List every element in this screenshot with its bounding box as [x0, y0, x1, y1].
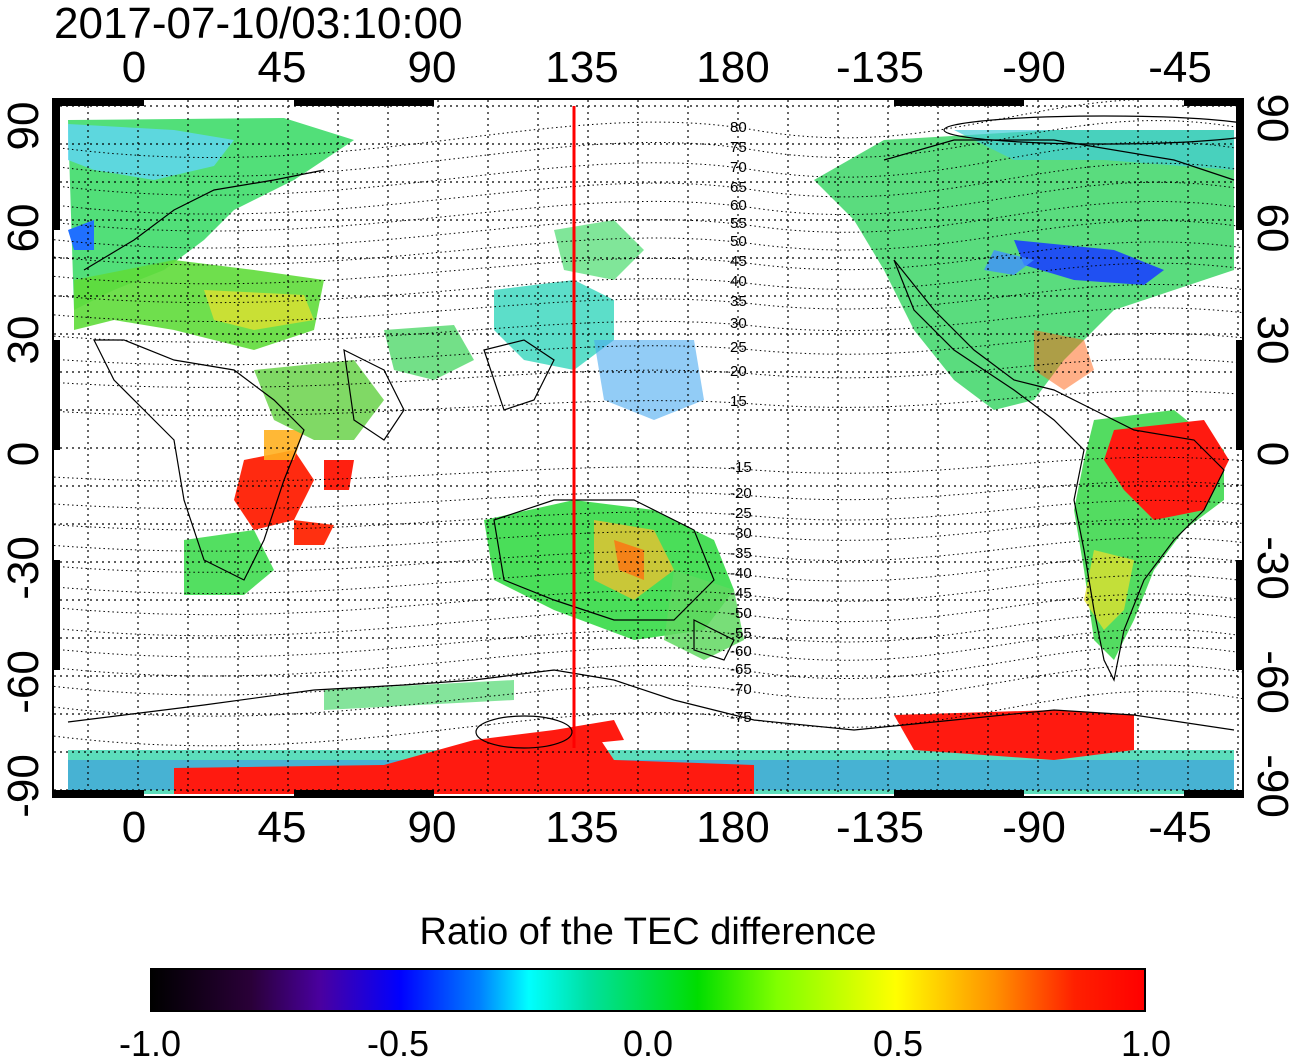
- left-lat-label: 30: [0, 315, 48, 365]
- colorbar-tick-label: 0.5: [872, 1023, 924, 1064]
- tec-map-canvas: 80 75 70 65 60 55 50 45 40 35 30 25 20 1…: [53, 98, 1265, 796]
- right-lat-label: 90: [1248, 93, 1296, 143]
- maglat-label: 20: [730, 363, 747, 380]
- right-lat-label: -90: [1248, 754, 1296, 818]
- maglat-label: 25: [730, 339, 747, 356]
- maglat-label: -70: [730, 681, 752, 698]
- bottom-lon-label: -135: [835, 803, 925, 852]
- right-lat-label: 30: [1248, 315, 1296, 365]
- maglat-label: -15: [730, 459, 752, 476]
- bottom-lon-label: 45: [257, 803, 307, 852]
- colorbar-tick-label: 0.0: [622, 1023, 674, 1064]
- bottom-lon-label: -90: [1002, 803, 1066, 852]
- top-lon-label: 45: [257, 43, 307, 92]
- top-lon-label: 90: [407, 43, 457, 92]
- maglat-label: 15: [730, 393, 747, 410]
- right-lat-label: -30: [1248, 536, 1296, 600]
- left-lat-label: -30: [0, 536, 48, 600]
- maglat-label: -60: [730, 643, 752, 660]
- bottom-lon-label: 180: [696, 803, 770, 852]
- right-lat-label: 60: [1248, 203, 1296, 253]
- right-lat-label: 0: [1248, 441, 1296, 467]
- maglat-label: 70: [730, 159, 747, 176]
- maglat-label: -50: [730, 605, 752, 622]
- colorbar-title: Ratio of the TEC difference: [419, 911, 877, 953]
- maglat-label: -45: [730, 585, 752, 602]
- maglat-label: -30: [730, 525, 752, 542]
- maglat-label: -65: [730, 661, 752, 678]
- maglat-label: 65: [730, 179, 747, 196]
- top-lon-label: 180: [696, 43, 770, 92]
- colorbar-tick-label: 1.0: [1120, 1023, 1172, 1064]
- left-lat-label: 90: [0, 101, 48, 151]
- top-lon-label: -135: [835, 43, 925, 92]
- maglat-label: -40: [730, 565, 752, 582]
- colorbar-tick-label: -1.0: [118, 1023, 182, 1064]
- colorbar-tick-label: -0.5: [366, 1023, 430, 1064]
- left-lat-label: 0: [0, 441, 48, 467]
- maglat-label: 55: [730, 215, 747, 232]
- coastlines: [67, 115, 1265, 749]
- maglat-label: 60: [730, 197, 747, 214]
- timestamp-title: 2017-07-10/03:10:00: [54, 0, 463, 48]
- maglat-label: 30: [730, 315, 747, 332]
- magnetic-latitude-labels: 80 75 70 65 60 55 50 45 40 35 30 25 20 1…: [730, 119, 752, 726]
- maglat-label: -25: [730, 505, 752, 522]
- frame-ticks: [54, 100, 1242, 796]
- top-lon-label: 0: [121, 43, 147, 92]
- colorbar: [150, 968, 1146, 1012]
- tec-map[interactable]: 80 75 70 65 60 55 50 45 40 35 30 25 20 1…: [52, 98, 1265, 798]
- bottom-lon-label: 135: [545, 803, 619, 852]
- left-lat-label: 60: [0, 203, 48, 253]
- graticule: [54, 100, 1242, 796]
- bottom-lon-label: 0: [121, 803, 147, 852]
- left-lat-label: -90: [0, 754, 48, 818]
- maglat-label: 40: [730, 273, 747, 290]
- bottom-lon-label: 90: [407, 803, 457, 852]
- maglat-label: 80: [730, 119, 747, 136]
- maglat-label: -35: [730, 545, 752, 562]
- maglat-label: 45: [730, 253, 747, 270]
- top-lon-label: -45: [1148, 43, 1212, 92]
- right-lat-label: -60: [1248, 650, 1296, 714]
- left-lat-label: -60: [0, 650, 48, 714]
- maglat-label: -55: [730, 625, 752, 642]
- maglat-label: -20: [730, 485, 752, 502]
- maglat-label: 35: [730, 293, 747, 310]
- maglat-label: 75: [730, 139, 747, 156]
- maglat-label: -75: [730, 709, 752, 726]
- top-lon-label: -90: [1002, 43, 1066, 92]
- bottom-lon-label: -45: [1148, 803, 1212, 852]
- maglat-label: 50: [730, 233, 747, 250]
- top-lon-label: 135: [545, 43, 619, 92]
